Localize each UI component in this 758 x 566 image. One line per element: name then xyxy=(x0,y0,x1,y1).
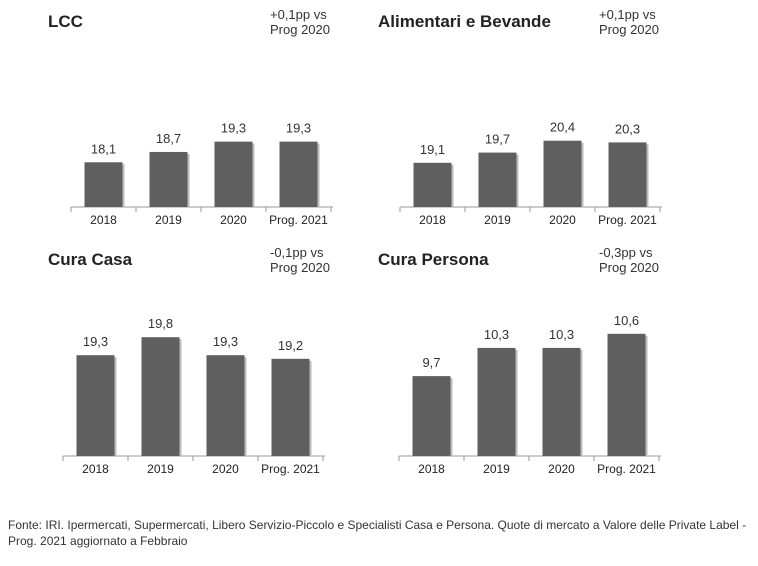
data-label: 10,3 xyxy=(549,327,574,342)
x-tick-label: 2018 xyxy=(90,213,117,227)
x-tick-label: 2018 xyxy=(82,462,109,476)
chart-title: LCC xyxy=(48,12,83,31)
bar xyxy=(279,141,318,207)
source-footnote: Fonte: IRI. Ipermercati, Supermercati, L… xyxy=(8,518,747,548)
x-tick-label: Prog. 2021 xyxy=(598,213,657,227)
data-label: 9,7 xyxy=(422,355,440,370)
bar xyxy=(206,355,245,456)
chart-panel-cura-persona: Cura Persona -0,3pp vs Prog 2020 9,7 2018… xyxy=(358,242,688,476)
x-tick-label: Prog. 2021 xyxy=(261,462,320,476)
data-label: 19,8 xyxy=(148,316,173,331)
data-label: 19,3 xyxy=(83,334,108,349)
bar xyxy=(214,141,253,207)
bar xyxy=(76,355,115,456)
chart-note: -0,3pp vs Prog 2020 xyxy=(599,245,659,275)
x-tick-label: 2020 xyxy=(549,213,576,227)
bar xyxy=(149,151,188,207)
bar-chart-lcc: 18,1 2018 18,7 2019 19,3 2020 19,3 Prog. 2021 xyxy=(70,121,333,227)
bar xyxy=(608,142,647,207)
data-label: 18,1 xyxy=(91,141,116,156)
data-label: 10,3 xyxy=(484,327,509,342)
data-label: 19,3 xyxy=(221,121,246,136)
bar xyxy=(412,376,451,456)
data-label: 19,1 xyxy=(420,142,445,157)
x-tick-label: Prog. 2021 xyxy=(269,213,328,227)
x-tick-label: 2019 xyxy=(147,462,174,476)
chart-note: +0,1pp vs Prog 2020 xyxy=(599,7,659,37)
data-label: 19,2 xyxy=(278,338,303,353)
chart-note: +0,1pp vs Prog 2020 xyxy=(270,7,330,37)
bar xyxy=(542,347,581,456)
bar xyxy=(413,162,452,207)
data-label: 18,7 xyxy=(156,131,181,146)
chart-panel-lcc: LCC +0,1pp vs Prog 2020 18,1 2018 18,7 2019… xyxy=(28,4,358,234)
bar-chart-alimentari-bevande: 19,1 2018 19,7 2019 20,4 2020 20,3 Prog. 2021 xyxy=(399,120,662,227)
bar xyxy=(141,337,180,456)
data-label: 19,3 xyxy=(213,334,238,349)
data-label: 19,7 xyxy=(485,132,510,147)
bar xyxy=(607,333,646,456)
chart-note: -0,1pp vs Prog 2020 xyxy=(270,245,330,275)
chart-title: Alimentari e Bevande xyxy=(378,12,551,31)
x-tick-label: 2020 xyxy=(548,462,575,476)
x-tick-label: 2020 xyxy=(212,462,239,476)
chart-panel-alimentari-bevande: Alimentari e Bevande +0,1pp vs Prog 2020… xyxy=(358,4,688,234)
bar xyxy=(271,358,310,456)
data-label: 20,4 xyxy=(550,120,575,135)
x-tick-label: Prog. 2021 xyxy=(597,462,656,476)
data-label: 19,3 xyxy=(286,121,311,136)
x-tick-label: 2018 xyxy=(418,462,445,476)
data-label: 20,3 xyxy=(615,121,640,136)
x-tick-label: 2018 xyxy=(419,213,446,227)
x-tick-label: 2019 xyxy=(483,462,510,476)
data-label: 10,6 xyxy=(614,313,639,328)
chart-title: Cura Casa xyxy=(48,250,133,269)
bar-chart-cura-persona: 9,7 2018 10,3 2019 10,3 2020 10,6 Prog. 2021 xyxy=(398,313,661,476)
x-tick-label: 2020 xyxy=(220,213,247,227)
x-tick-label: 2019 xyxy=(155,213,182,227)
bar xyxy=(477,347,516,456)
x-tick-label: 2019 xyxy=(484,213,511,227)
chart-panel-cura-casa: Cura Casa -0,1pp vs Prog 2020 19,3 2018 19… xyxy=(28,242,358,476)
bar-chart-cura-casa: 19,3 2018 19,8 2019 19,3 2020 19,2 Prog. 2021 xyxy=(62,316,325,476)
bar xyxy=(543,140,582,207)
bar xyxy=(478,152,517,207)
bar xyxy=(84,162,123,207)
chart-title: Cura Persona xyxy=(378,250,489,269)
